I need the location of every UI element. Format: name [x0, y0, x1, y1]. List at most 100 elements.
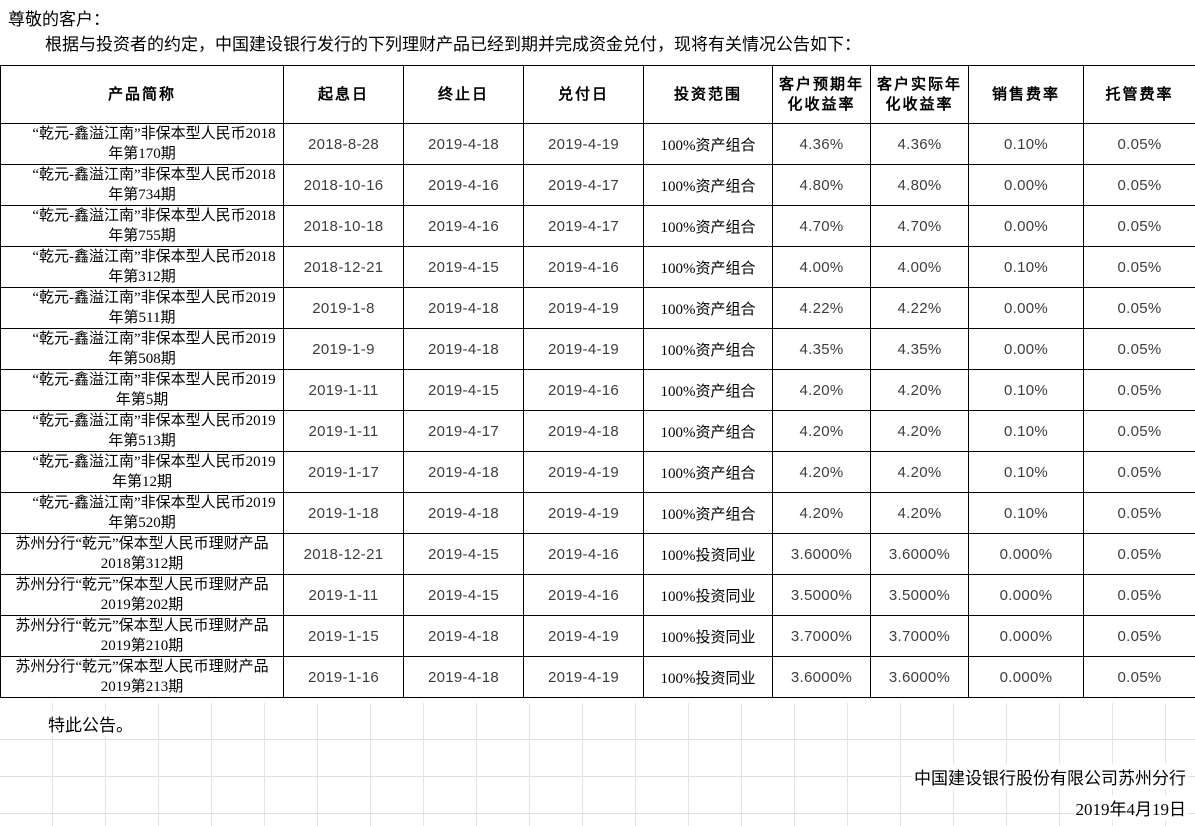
- table-row: “乾元-鑫溢江南”非保本型人民币2019年第511期 2019-1-8 2019-4…: [0, 287, 1195, 329]
- table-cell: 2019-1-15: [283, 615, 404, 657]
- header-row: 产品简称 起息日 终止日 兑付日 投资范围 客户预期年化收益率 客户实际年化收益率 销售费率托…: [0, 65, 1195, 124]
- issuer-name: 中国建设银行股份有限公司苏州分行: [912, 764, 1188, 789]
- table-cell: 100%资产组合: [643, 328, 773, 370]
- table-cell: 4.70%: [870, 205, 969, 247]
- table-cell: 2019-4-16: [523, 533, 644, 575]
- table-cell: 4.80%: [870, 164, 969, 206]
- table-cell: 0.05%: [1083, 410, 1195, 452]
- table-cell: 0.000%: [968, 615, 1084, 657]
- table-cell: 3.7000%: [772, 615, 871, 657]
- table-cell: 0.05%: [1083, 246, 1195, 288]
- table-row: “乾元-鑫溢江南”非保本型人民币2018年第170期 2018-8-28 2019-…: [0, 123, 1195, 165]
- table-cell: 100%投资同业: [643, 533, 773, 575]
- table-cell: 4.20%: [772, 492, 871, 534]
- table-cell: 2019-4-18: [523, 410, 644, 452]
- product-name-cell: “乾元-鑫溢江南”非保本型人民币2019年第12期: [0, 451, 284, 493]
- product-name-cell: “乾元-鑫溢江南”非保本型人民币2019年第5期: [0, 369, 284, 411]
- table-row: “乾元-鑫溢江南”非保本型人民币2018年第734期 2018-10-16 2019…: [0, 164, 1195, 206]
- table-cell: 2018-10-18: [283, 205, 404, 247]
- table-cell: 100%资产组合: [643, 369, 773, 411]
- header-cell: 兑付日: [523, 65, 644, 124]
- table-cell: 2019-4-16: [523, 574, 644, 616]
- table-cell: 2019-1-11: [283, 369, 404, 411]
- table-cell: 2018-12-21: [283, 533, 404, 575]
- table-cell: 2019-4-18: [403, 656, 524, 698]
- table-cell: 4.22%: [870, 287, 969, 329]
- header-cell: 托管费率: [1083, 65, 1195, 124]
- product-name-cell: 苏州分行“乾元”保本型人民币理财产品2018第312期: [0, 533, 284, 575]
- table-body: “乾元-鑫溢江南”非保本型人民币2018年第170期 2018-8-28 2019-…: [0, 123, 1195, 698]
- table-cell: 3.6000%: [870, 656, 969, 698]
- table-cell: 4.20%: [870, 492, 969, 534]
- table-cell: 2018-12-21: [283, 246, 404, 288]
- product-name-cell: “乾元-鑫溢江南”非保本型人民币2019年第520期: [0, 492, 284, 534]
- table-cell: 4.00%: [772, 246, 871, 288]
- header-cell: 客户预期年化收益率: [772, 65, 871, 124]
- table-cell: 2019-4-19: [523, 615, 644, 657]
- product-name-cell: “乾元-鑫溢江南”非保本型人民币2019年第513期: [0, 410, 284, 452]
- table-cell: 2018-8-28: [283, 123, 404, 165]
- table-cell: 4.20%: [772, 451, 871, 493]
- table-cell: 0.05%: [1083, 123, 1195, 165]
- table-cell: 2018-10-16: [283, 164, 404, 206]
- header-cell: 产品简称: [0, 65, 284, 124]
- table-cell: 2019-4-16: [403, 164, 524, 206]
- header-cell: 销售费率: [968, 65, 1084, 124]
- table-cell: 100%资产组合: [643, 205, 773, 247]
- table-cell: 4.35%: [870, 328, 969, 370]
- table-cell: 2019-1-8: [283, 287, 404, 329]
- table-cell: 2019-1-11: [283, 410, 404, 452]
- header-cell: 投资范围: [643, 65, 773, 124]
- table-row: 苏州分行“乾元”保本型人民币理财产品2019第210期 2019-1-15 2019…: [0, 615, 1195, 657]
- table-cell: 2019-1-9: [283, 328, 404, 370]
- table-cell: 2019-4-19: [523, 656, 644, 698]
- table-cell: 2019-4-17: [523, 205, 644, 247]
- table-cell: 4.00%: [870, 246, 969, 288]
- intro-body-line: 根据与投资者的约定，中国建设银行发行的下列理财产品已经到期并完成资金兑付，现将有…: [45, 35, 861, 54]
- table-cell: 0.000%: [968, 656, 1084, 698]
- table-cell: 2019-4-19: [523, 123, 644, 165]
- table-cell: 2019-4-18: [403, 615, 524, 657]
- table-cell: 0.10%: [968, 369, 1084, 411]
- table-cell: 0.00%: [968, 328, 1084, 370]
- table-row: “乾元-鑫溢江南”非保本型人民币2019年第520期 2019-1-18 2019-…: [0, 492, 1195, 534]
- table-cell: 4.20%: [772, 369, 871, 411]
- product-name-cell: “乾元-鑫溢江南”非保本型人民币2019年第511期: [0, 287, 284, 329]
- table-row: 苏州分行“乾元”保本型人民币理财产品2019第213期 2019-1-16 2019…: [0, 656, 1195, 698]
- table-cell: 0.05%: [1083, 451, 1195, 493]
- table-cell: 0.10%: [968, 492, 1084, 534]
- table-cell: 3.5000%: [772, 574, 871, 616]
- product-name-cell: “乾元-鑫溢江南”非保本型人民币2019年第508期: [0, 328, 284, 370]
- header-cell: 终止日: [403, 65, 524, 124]
- table-cell: 0.10%: [968, 123, 1084, 165]
- table-cell: 0.05%: [1083, 574, 1195, 616]
- table-head: 产品简称 起息日 终止日 兑付日 投资范围 客户预期年化收益率 客户实际年化收益率 销售费率托…: [0, 65, 1195, 124]
- product-name-cell: “乾元-鑫溢江南”非保本型人民币2018年第312期: [0, 246, 284, 288]
- table-cell: 2019-4-19: [523, 287, 644, 329]
- intro-paragraph: 尊敬的客户： 根据与投资者的约定，中国建设银行发行的下列理财产品已经到期并完成资…: [0, 0, 1195, 57]
- closing-statement: 特此公告。: [45, 711, 136, 736]
- table-cell: 4.80%: [772, 164, 871, 206]
- table-cell: 100%资产组合: [643, 164, 773, 206]
- table-cell: 3.6000%: [870, 533, 969, 575]
- table-cell: 0.10%: [968, 451, 1084, 493]
- table-cell: 0.000%: [968, 574, 1084, 616]
- table-cell: 0.10%: [968, 410, 1084, 452]
- table-cell: 2019-4-15: [403, 533, 524, 575]
- table-cell: 2019-4-18: [403, 451, 524, 493]
- table-cell: 0.05%: [1083, 533, 1195, 575]
- table-cell: 0.05%: [1083, 492, 1195, 534]
- table-row: “乾元-鑫溢江南”非保本型人民币2019年第508期 2019-1-9 2019-4…: [0, 328, 1195, 370]
- table-cell: 2019-4-15: [403, 369, 524, 411]
- salutation-line: 尊敬的客户：: [8, 10, 110, 29]
- header-cell: 起息日: [283, 65, 404, 124]
- table-cell: 2019-1-11: [283, 574, 404, 616]
- table-cell: 100%投资同业: [643, 615, 773, 657]
- table-cell: 0.05%: [1083, 656, 1195, 698]
- table-row: “乾元-鑫溢江南”非保本型人民币2019年第513期 2019-1-11 2019-…: [0, 410, 1195, 452]
- table-cell: 3.7000%: [870, 615, 969, 657]
- table-cell: 2019-4-15: [403, 574, 524, 616]
- product-name-cell: “乾元-鑫溢江南”非保本型人民币2018年第755期: [0, 205, 284, 247]
- table-cell: 2019-4-18: [403, 492, 524, 534]
- table-cell: 2019-4-16: [523, 246, 644, 288]
